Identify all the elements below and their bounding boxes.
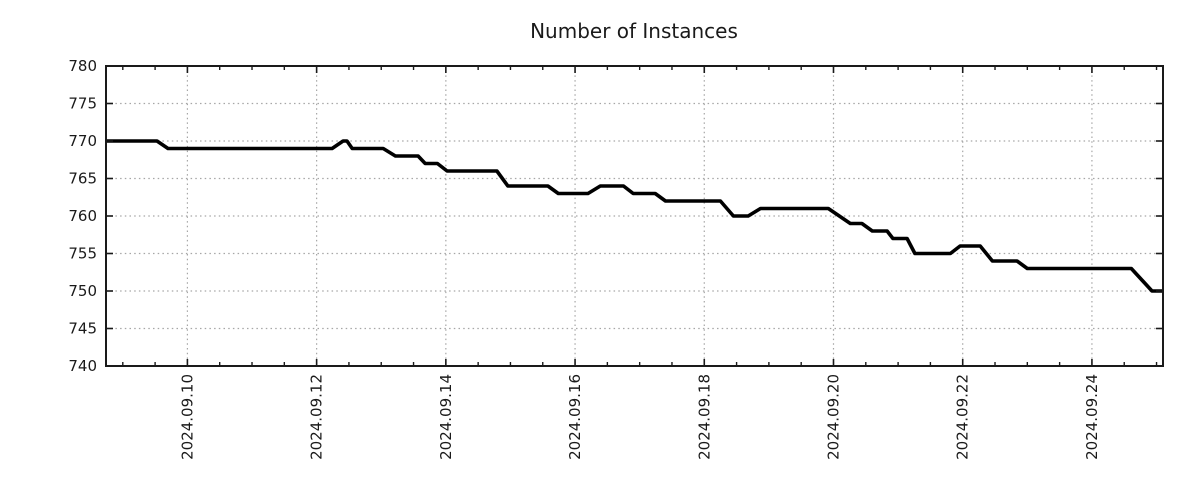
y-tick-label: 780: [68, 57, 97, 75]
data-layer: [106, 139, 1163, 293]
x-tick-label: 2024.09.16: [566, 374, 584, 460]
y-tick-label: 770: [68, 132, 97, 150]
y-tick-label: 760: [68, 207, 97, 225]
x-tick-label: 2024.09.22: [954, 374, 972, 460]
data-line: [106, 139, 1163, 293]
y-tick-label: 765: [68, 170, 97, 188]
y-tick-label: 775: [68, 95, 97, 113]
x-tick-label: 2024.09.10: [178, 374, 196, 460]
y-tick-label: 755: [68, 245, 97, 263]
axis-layer: [105, 65, 1164, 367]
grid-layer: [106, 66, 1163, 366]
x-tick-label: 2024.09.14: [437, 374, 455, 460]
x-tick-label: 2024.09.18: [695, 374, 713, 460]
x-tick-label: 2024.09.12: [308, 374, 326, 460]
y-tick-label: 750: [68, 282, 97, 300]
y-tick-label: 740: [68, 357, 97, 375]
y-tick-label: 745: [68, 320, 97, 338]
chart-title: Number of Instances: [530, 19, 738, 43]
x-tick-label: 2024.09.20: [825, 374, 843, 460]
x-tick-label: 2024.09.24: [1083, 374, 1101, 460]
label-layer: 740 745 750 755 760 765 770 775 780 2024.09.10 202…: [68, 57, 1101, 460]
